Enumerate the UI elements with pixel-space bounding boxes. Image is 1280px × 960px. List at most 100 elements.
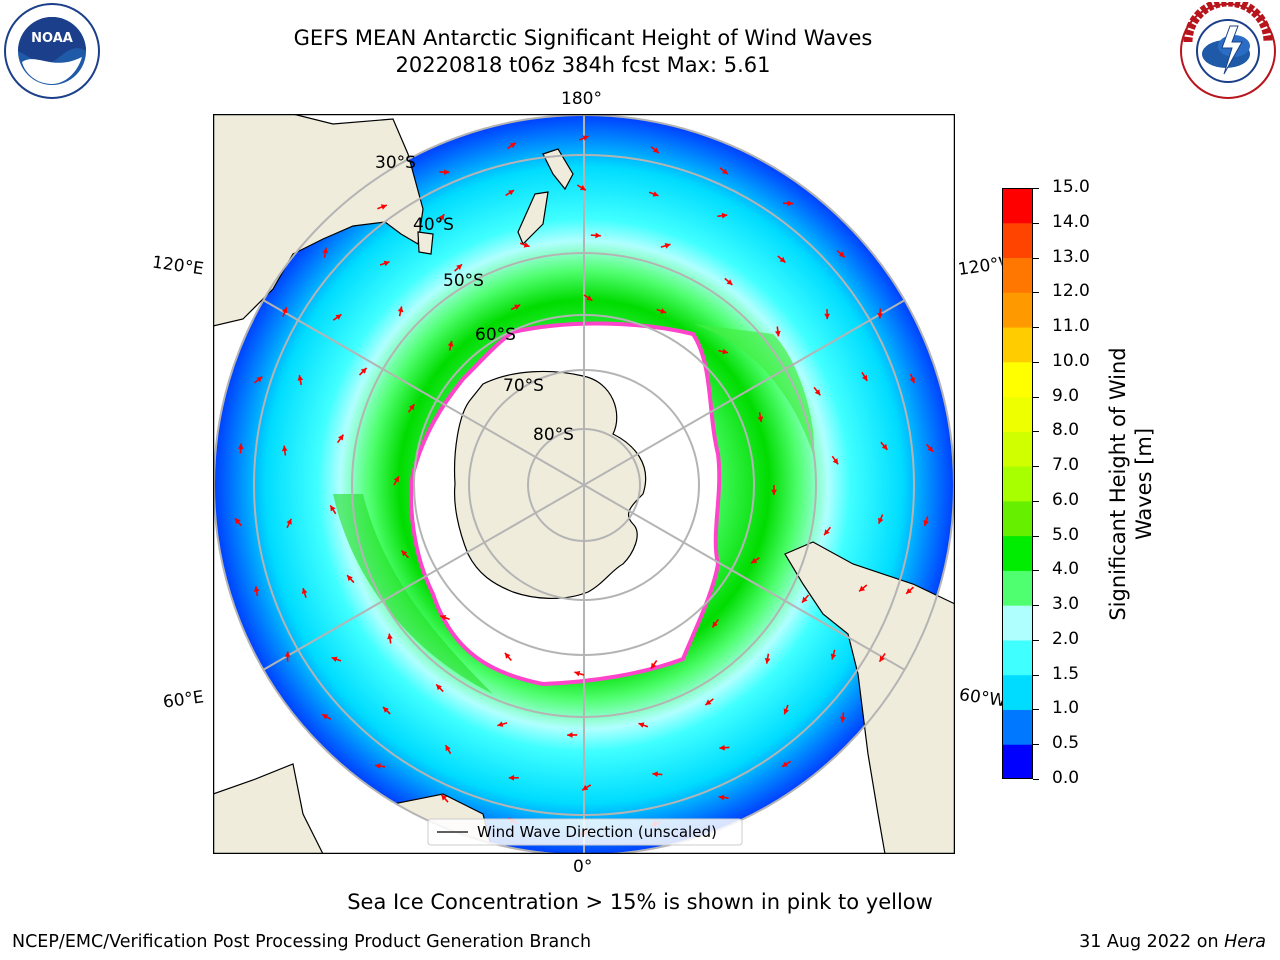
wave-arrow-head [923,520,929,526]
colorbar-tick-mark [1033,674,1039,676]
wave-arrow-head [757,416,764,423]
wave-arrow-head [508,774,515,781]
colorbar-segment [1002,535,1033,571]
colorbar-segment [1002,292,1033,328]
wave-arrow-head [380,204,387,210]
wave-arrow-head [504,652,511,659]
wave-arrow-head [652,147,659,153]
wave-arrow-head [393,476,399,483]
colorbar-tick-label: 8.0 [1052,420,1080,441]
wave-arrow-head [401,550,408,557]
wave-arrow-head [286,518,292,525]
wave-arrow-head [508,190,515,196]
wave-arrow-head [712,621,718,628]
wave-arrow-head [582,135,589,141]
colorbar-tick-mark [1033,292,1039,294]
wave-arrow-head [335,314,342,320]
wave-arrow-head [509,142,516,149]
lon-label-120e: 120°E [150,252,205,280]
colorbar-tick-label: 1.0 [1052,698,1080,719]
wave-arrow-head [387,633,393,640]
wave-arrow-head [840,716,846,723]
wave-arrow-head [881,443,888,450]
wave-arrow-head [879,655,885,662]
wave-arrow-head [652,191,659,197]
wave-arrow-head [383,707,389,713]
lat-label-30s: 30°S [375,153,416,173]
wave-arrow-head [787,200,793,207]
colorbar-tick-label: 10.0 [1052,350,1090,371]
wave-arrow-head [444,169,450,175]
wave-arrow-head [234,518,241,524]
wave-arrow-head [779,256,786,263]
colorbar-segment [1002,222,1033,259]
wave-arrow-head [782,761,789,767]
colorbar-segment [1002,500,1033,537]
wave-arrow-head [771,489,777,495]
wave-arrow-head [722,348,729,355]
colorbar-segment [1002,744,1033,779]
chart-title: GEFS MEAN Antarctic Significant Height o… [293,26,873,50]
colorbar-tick-label: 12.0 [1052,281,1090,302]
wave-arrow-head [582,784,589,791]
svg-text:Wind Wave Direction (unscaled): Wind Wave Direction (unscaled) [477,823,717,841]
colorbar-tick-label: 15.0 [1052,177,1090,197]
colorbar-tick-mark [1033,222,1039,224]
wave-arrow-head [237,443,244,450]
tasmania-land [417,231,434,255]
colorbar-tick-mark [1033,361,1039,363]
colorbar-tick-label: 14.0 [1052,211,1090,232]
wave-arrow-head [375,763,381,769]
wave-arrow-head [330,505,336,512]
wave-arrow-head [445,745,451,752]
colorbar-tick-label: 0.0 [1052,768,1080,788]
wave-arrow-head [664,243,671,249]
colorbar-tick-label: 5.0 [1052,524,1080,545]
wave-arrow-head [764,658,771,664]
wave-arrow-head [441,794,447,801]
wave-arrow-head [722,168,728,175]
antarctica-land [453,370,647,600]
colorbar-tick-mark [1033,570,1039,572]
wave-arrow-head [383,260,390,267]
colorbar-segment [1002,639,1033,676]
colorbar-tick-label: 1.5 [1052,663,1080,684]
colorbar-tick-mark [1033,257,1039,259]
lat-label-70s: 70°S [503,376,544,396]
colorbar-tick-label: 7.0 [1052,455,1080,476]
colorbar-tick-label: 13.0 [1052,246,1090,267]
wave-arrow-head [705,699,712,705]
wave-arrow-head [775,330,781,337]
wind-wave-arrows [234,135,934,836]
wave-arrow-head [652,771,658,777]
noaa-logo: NOAA [4,3,100,99]
wave-arrow-head [721,212,728,219]
colorbar-tick-mark [1033,709,1039,711]
wave-arrow-head [783,708,789,715]
colorbar-tick-mark [1033,605,1039,607]
wave-arrow-head [281,445,288,452]
wave-arrow-head [906,588,912,594]
lat-label-50s: 50°S [443,271,484,291]
colorbar-segment [1002,361,1033,398]
colorbar-tick-mark [1033,744,1039,746]
colorbar-segment [1002,605,1033,641]
colorbar-tick-mark [1033,535,1039,537]
wave-arrow-head [824,313,830,320]
colorbar-tick-label: 2.0 [1052,628,1080,649]
lon-label-60w: 60°W [957,685,1005,711]
wave-arrow-head [878,517,884,524]
wave-arrow-head [586,295,593,301]
svg-text:NOAA: NOAA [31,31,73,46]
new-zealand-land [517,148,574,246]
colorbar-tick-label: 4.0 [1052,559,1080,580]
colorbar-tick-mark [1033,188,1039,189]
lon-label-120w: 120°W [956,254,1004,280]
wave-arrow-head [436,684,442,691]
wave-arrow-head [408,404,415,411]
colorbar-segment [1002,327,1033,363]
wave-arrow-head [497,721,504,727]
wave-arrow-head [802,596,808,603]
legend: Wind Wave Direction (unscaled) [427,818,743,846]
wave-arrow-head [718,794,725,801]
